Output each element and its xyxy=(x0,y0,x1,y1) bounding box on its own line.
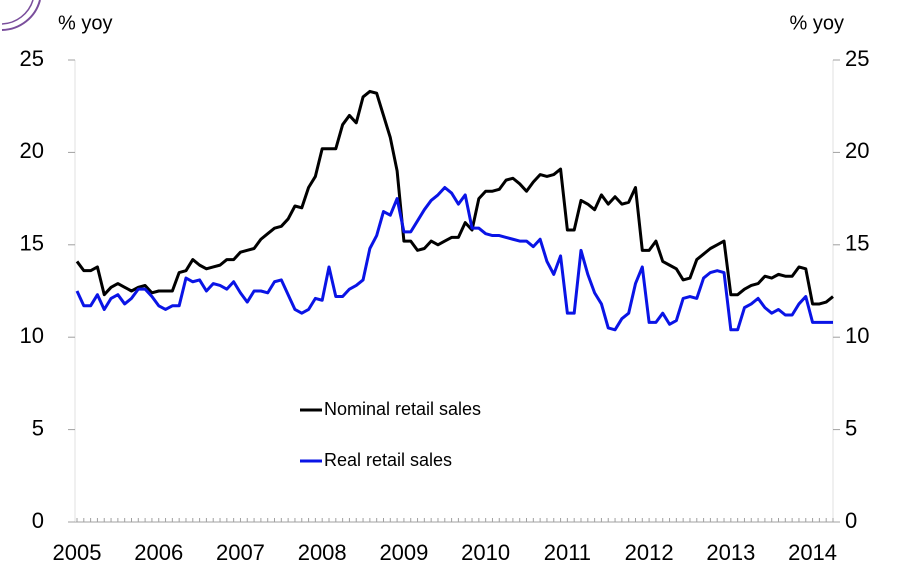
legend-label: Real retail sales xyxy=(324,450,452,470)
series-line xyxy=(75,186,833,332)
logo-arc xyxy=(1,0,41,31)
x-tick-label: 2005 xyxy=(53,540,102,565)
series-line xyxy=(75,89,834,306)
x-tick-label: 2012 xyxy=(625,540,674,565)
x-tick-label: 2008 xyxy=(298,540,347,565)
y2-tick-label: 0 xyxy=(845,508,857,533)
x-tick-label: 2013 xyxy=(706,540,755,565)
x-tick-label: 2009 xyxy=(379,540,428,565)
y2-tick-label: 5 xyxy=(845,415,857,440)
legend-label: Nominal retail sales xyxy=(324,399,481,419)
y2-axis-label: % yoy xyxy=(790,12,844,34)
x-tick-label: 2014 xyxy=(788,540,837,565)
y-tick-label: 25 xyxy=(20,46,44,71)
y2-tick-label: 10 xyxy=(845,323,869,348)
y2-tick-label: 25 xyxy=(845,46,869,71)
x-tick-label: 2007 xyxy=(216,540,265,565)
x-tick-label: 2010 xyxy=(461,540,510,565)
y-tick-label: 0 xyxy=(32,508,44,533)
y-tick-label: 10 xyxy=(20,323,44,348)
y-axis-label: % yoy xyxy=(58,12,112,34)
logo-arc xyxy=(1,0,34,25)
y-tick-label: 20 xyxy=(20,138,44,163)
y-tick-label: 5 xyxy=(32,415,44,440)
y2-tick-label: 20 xyxy=(845,138,869,163)
y-tick-label: 15 xyxy=(20,231,44,256)
y2-tick-label: 15 xyxy=(845,231,869,256)
x-tick-label: 2011 xyxy=(544,540,591,565)
x-tick-label: 2006 xyxy=(134,540,183,565)
